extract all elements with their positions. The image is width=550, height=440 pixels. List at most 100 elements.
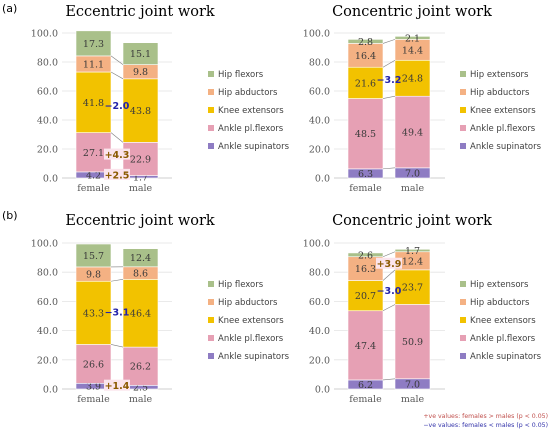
series-connector (382, 251, 396, 258)
y-tick-label: 80.0 (309, 268, 330, 279)
legend-swatch (460, 317, 466, 323)
footnote-positive: +ve values: females > males (p < 0.05) (423, 413, 548, 420)
data-label: 11.1 (83, 59, 104, 70)
bar-segment (394, 36, 431, 40)
legend-label: Ankle supinators (218, 142, 290, 152)
legend-swatch (460, 89, 466, 95)
data-label: 46.4 (130, 309, 151, 320)
data-label: 47.4 (355, 341, 376, 352)
difference-label: −3.0 (377, 286, 402, 297)
x-tick-label: female (349, 394, 382, 405)
legend-label: Hip abductors (218, 88, 278, 98)
legend-label: Ankle supinators (218, 352, 290, 362)
legend-label: Hip abductors (470, 88, 530, 98)
bar-segment (122, 78, 159, 143)
data-label: 7.0 (405, 168, 420, 179)
y-tick-label: 20.0 (309, 145, 330, 156)
series-connector (382, 60, 396, 68)
series-connector (382, 378, 396, 381)
y-tick-label: 100.0 (303, 239, 330, 250)
difference-label: −2.0 (105, 101, 130, 112)
y-tick-label: 60.0 (309, 297, 330, 308)
bar-segment (394, 95, 431, 169)
data-label: 12.4 (130, 253, 151, 264)
data-label: 16.4 (355, 51, 376, 62)
chart-title: Concentric joint work (332, 213, 492, 229)
data-label: 6.3 (358, 169, 373, 180)
difference-highlight (104, 168, 130, 180)
data-label: 2.5 (133, 383, 148, 394)
x-tick-label: female (349, 183, 382, 194)
y-tick-label: 60.0 (37, 87, 58, 98)
y-tick-label: 60.0 (37, 297, 58, 308)
legend-label: Hip abductors (218, 298, 278, 308)
legend-swatch (460, 107, 466, 113)
chart-title: Eccentric joint work (65, 4, 215, 20)
data-label: 15.7 (83, 251, 104, 262)
legend-label: Ankle pl.flexors (218, 124, 284, 134)
x-tick-label: female (77, 183, 110, 194)
legend-label: Ankle supinators (470, 142, 542, 152)
series-connector (110, 344, 124, 348)
data-label: 15.1 (130, 49, 151, 60)
data-label: 43.3 (83, 308, 104, 319)
series-connector (110, 55, 124, 65)
data-label: 2.8 (358, 37, 373, 48)
bar-segment (347, 98, 384, 170)
difference-label: −3.2 (377, 75, 402, 86)
legend-swatch (208, 353, 214, 359)
legend-swatch (460, 143, 466, 149)
legend-label: Hip extensors (470, 280, 529, 290)
data-label: 8.6 (133, 269, 148, 280)
data-label: 41.8 (83, 98, 104, 109)
legend-swatch (460, 71, 466, 77)
y-tick-label: 100.0 (31, 239, 58, 250)
data-label: 24.8 (402, 74, 423, 85)
x-tick-label: female (77, 394, 110, 405)
y-tick-label: 100.0 (303, 29, 330, 40)
x-tick-label: male (129, 394, 153, 405)
y-tick-label: 60.0 (309, 87, 330, 98)
legend-swatch (208, 71, 214, 77)
data-label: 48.5 (355, 129, 376, 140)
y-tick-label: 20.0 (309, 355, 330, 366)
legend-label: Ankle pl.flexors (470, 334, 536, 344)
bar-segment (347, 252, 384, 258)
difference-label: +4.3 (105, 150, 130, 161)
chart-panel-3: (b) Eccentric joint work 0.0 20.0 40.0 60.0 80… (2, 209, 290, 405)
series-connector (382, 167, 396, 170)
y-tick-label: 80.0 (37, 58, 58, 69)
bar-segment (394, 269, 431, 305)
data-label: 22.9 (130, 154, 151, 165)
legend-swatch (208, 299, 214, 305)
y-tick-label: 40.0 (309, 116, 330, 127)
data-label: 4.2 (86, 170, 101, 181)
data-label: 49.4 (402, 128, 423, 139)
data-label: 23.7 (402, 283, 423, 294)
bar-segment (122, 42, 159, 65)
data-label: 21.6 (355, 78, 376, 89)
panel-label: (a) (2, 2, 17, 15)
data-label: 3.9 (86, 382, 101, 393)
y-tick-label: 0.0 (315, 385, 330, 396)
bar-segment (394, 59, 431, 97)
legend-label: Knee extensors (470, 106, 536, 116)
data-label: 6.2 (358, 380, 373, 391)
legend-label: Hip flexors (218, 280, 264, 290)
data-label: 9.8 (86, 270, 101, 281)
data-label: 2.6 (358, 250, 373, 261)
bar-segment (347, 310, 384, 381)
series-connector (382, 304, 396, 312)
panel-label: (b) (2, 209, 18, 222)
y-tick-label: 20.0 (37, 145, 58, 156)
legend-label: Hip abductors (470, 298, 530, 308)
bar-segment (122, 248, 159, 268)
bar-segment (75, 243, 112, 268)
data-label: 2.1 (405, 33, 420, 44)
bar-segment (122, 279, 159, 348)
legend-label: Knee extensors (218, 106, 284, 116)
legend-label: Knee extensors (470, 316, 536, 326)
bar-segment (75, 280, 112, 345)
bar-segment (347, 39, 384, 44)
